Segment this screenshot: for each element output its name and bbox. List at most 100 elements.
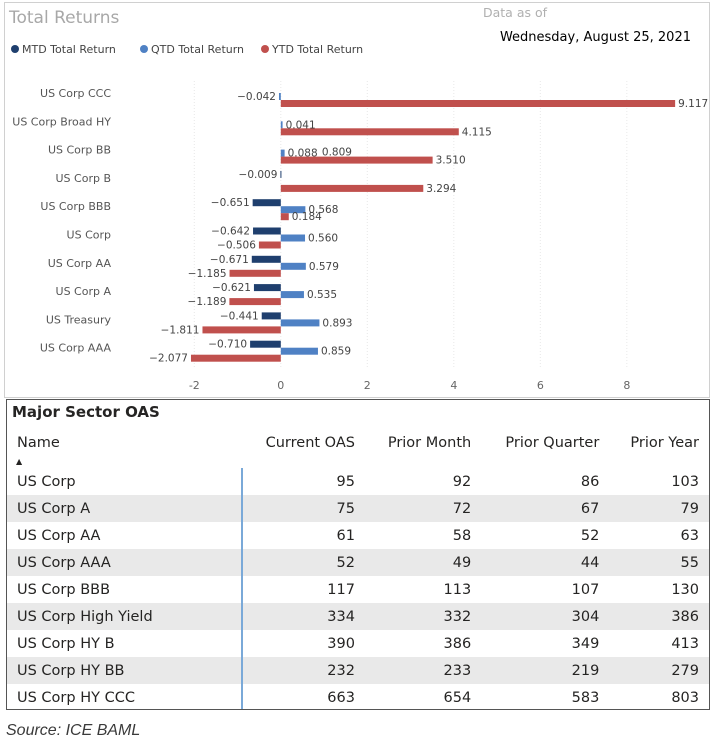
table-row: US Corp A 75 72 67 79 — [7, 495, 709, 522]
cell-name: US Corp HY B — [7, 630, 243, 657]
x-tick-label: -2 — [189, 379, 200, 392]
bar — [280, 100, 676, 107]
bar — [261, 312, 281, 320]
bar — [280, 128, 459, 136]
x-tick-label: 4 — [450, 379, 457, 392]
cell-name: US Corp High Yield — [7, 603, 243, 630]
category-label: US Corp A — [56, 285, 112, 298]
bar — [190, 354, 281, 362]
bar — [280, 149, 285, 157]
bar — [202, 326, 281, 334]
bar — [258, 241, 281, 249]
column-header-prior-year[interactable]: Prior Year — [630, 435, 699, 451]
cell-value: 44 — [481, 549, 610, 576]
cell-name: US Corp BBB — [7, 576, 243, 603]
chart-bars — [190, 93, 676, 362]
data-label: −0.506 — [217, 240, 256, 252]
cell-value: 95 — [336, 473, 355, 490]
oas-table: Name ▲ Current OAS Prior Month Prior Qua… — [7, 430, 709, 709]
chart-legend: MTD Total Return QTD Total Return YTD Tota… — [11, 43, 363, 56]
legend-label: QTD Total Return — [151, 43, 244, 56]
data-label: 3.510 — [436, 155, 466, 167]
data-label: 4.115 — [462, 126, 492, 138]
column-header-prior-quarter[interactable]: Prior Quarter — [505, 435, 600, 451]
bar — [280, 156, 433, 164]
bar — [252, 199, 281, 207]
cell-value: 654 — [443, 689, 472, 706]
cell-value: 113 — [443, 581, 472, 598]
data-label: 0.859 — [321, 346, 351, 358]
cell-value: 72 — [364, 495, 482, 522]
cell-value: 386 — [609, 603, 709, 630]
bar — [278, 93, 281, 100]
data-label: −2.077 — [149, 353, 188, 365]
cell-value: 219 — [481, 657, 610, 684]
data-label: 0.893 — [322, 317, 352, 329]
table-row: US Corp HY CCC 663 654 583 803 — [7, 684, 709, 709]
bar — [280, 206, 306, 214]
bar — [253, 227, 281, 235]
data-label: 0.184 — [292, 211, 322, 223]
cell-value: 49 — [364, 549, 482, 576]
x-tick-label: 6 — [537, 379, 544, 392]
data-label: −0.621 — [212, 282, 251, 294]
cell-name: US Corp HY CCC — [7, 684, 243, 709]
bar — [280, 213, 289, 221]
cell-name: US Corp A — [7, 495, 243, 522]
cell-value: 79 — [609, 495, 709, 522]
cell-value: 279 — [609, 657, 709, 684]
column-header-current-oas[interactable]: Current OAS — [265, 435, 355, 451]
sort-ascending-icon[interactable]: ▲ — [16, 457, 23, 466]
cell-value: 583 — [571, 689, 600, 706]
table-row: US Corp HY B 390 386 349 413 — [7, 630, 709, 657]
cell-value: 349 — [571, 635, 600, 652]
category-label: US Corp AAA — [40, 342, 112, 355]
table-row: US Corp HY BB 232 233 219 279 — [7, 657, 709, 684]
cell-value: 663 — [327, 689, 355, 706]
cell-value: 390 — [327, 635, 355, 652]
bar — [280, 184, 424, 192]
table-title: Major Sector OAS — [12, 403, 160, 421]
x-tick-label: 0 — [277, 379, 284, 392]
cell-name: US Corp — [7, 468, 243, 495]
column-header-prior-month[interactable]: Prior Month — [387, 435, 472, 451]
bar — [280, 170, 282, 178]
x-tick-labels: -2 0 2 4 6 8 — [189, 379, 631, 392]
data-label: 9.117 — [678, 98, 708, 110]
table-row: US Corp High Yield 334 332 304 386 — [7, 603, 709, 630]
legend-label: YTD Total Return — [271, 43, 363, 56]
chart-grid — [193, 81, 628, 369]
data-label: −1.185 — [188, 268, 227, 280]
category-label: US Corp AA — [48, 257, 112, 270]
data-label: −0.441 — [220, 310, 259, 322]
chart-title: Total Returns — [8, 8, 120, 28]
data-label: 0.088 — [288, 148, 318, 160]
data-label: −0.009 — [239, 169, 278, 181]
cell-value: 75 — [242, 495, 365, 522]
data-label: −0.042 — [237, 91, 276, 103]
cell-value: 130 — [671, 581, 699, 598]
cell-value: 413 — [671, 635, 699, 652]
data-label: −0.642 — [211, 226, 250, 238]
as-of-date: Wednesday, August 25, 2021 — [500, 30, 691, 45]
data-label: −0.710 — [208, 339, 247, 351]
bar — [280, 234, 306, 242]
cell-name: US Corp AAA — [7, 549, 243, 576]
cell-value: 55 — [609, 549, 709, 576]
bar — [253, 284, 281, 292]
legend-label: MTD Total Return — [22, 43, 116, 56]
cell-value: 86 — [580, 473, 600, 490]
cell-value: 103 — [671, 473, 699, 490]
column-header-name[interactable]: Name ▲ — [16, 435, 60, 466]
cell-value: 52 — [580, 527, 600, 544]
legend-marker — [11, 45, 19, 53]
bar — [250, 340, 281, 348]
cell-value: 334 — [242, 603, 365, 630]
data-label-extra: 0.809 — [322, 147, 352, 159]
data-label: 3.294 — [426, 183, 456, 195]
bar — [251, 255, 281, 263]
x-tick-label: 2 — [364, 379, 371, 392]
bar — [280, 291, 304, 299]
cell-value: 92 — [452, 473, 472, 490]
cell-value: 304 — [481, 603, 610, 630]
